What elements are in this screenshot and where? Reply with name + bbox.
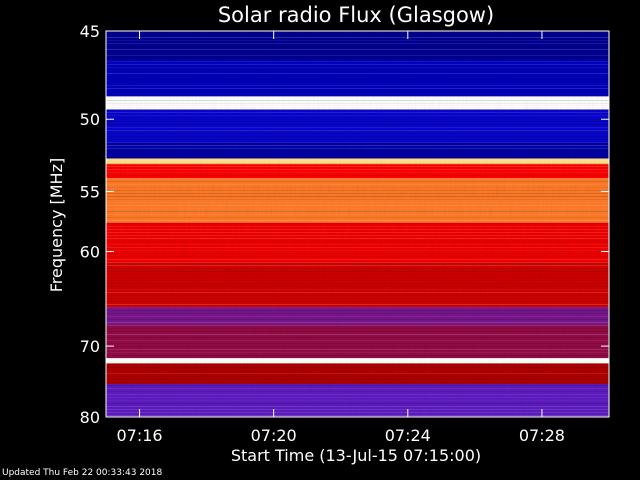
x-axis-label: Start Time (13-Jul-15 07:15:00) <box>231 446 481 465</box>
plot-frame <box>105 30 610 418</box>
x-tick-label: 07:24 <box>385 426 431 445</box>
plot-area <box>106 31 609 417</box>
x-axis-ticks: 07:16 07:20 07:24 07:28 <box>116 31 565 445</box>
y-axis-label: Frequency [MHz] <box>47 158 66 292</box>
x-tick-label: 07:28 <box>519 426 565 445</box>
y-tick-label: 45 <box>80 22 100 41</box>
y-tick-label: 60 <box>80 243 100 262</box>
updated-timestamp: Updated Thu Feb 22 00:33:43 2018 <box>2 468 163 478</box>
chart-title: Solar radio Flux (Glasgow) <box>218 3 494 27</box>
noise-texture <box>106 31 609 417</box>
x-tick-label: 07:16 <box>116 426 162 445</box>
y-axis-ticks: 45 50 55 60 70 80 <box>80 22 609 427</box>
y-tick-label: 80 <box>80 408 100 427</box>
y-tick-label: 55 <box>80 182 100 201</box>
y-tick-label: 50 <box>80 110 100 129</box>
x-tick-label: 07:20 <box>251 426 297 445</box>
y-tick-label: 70 <box>80 337 100 356</box>
